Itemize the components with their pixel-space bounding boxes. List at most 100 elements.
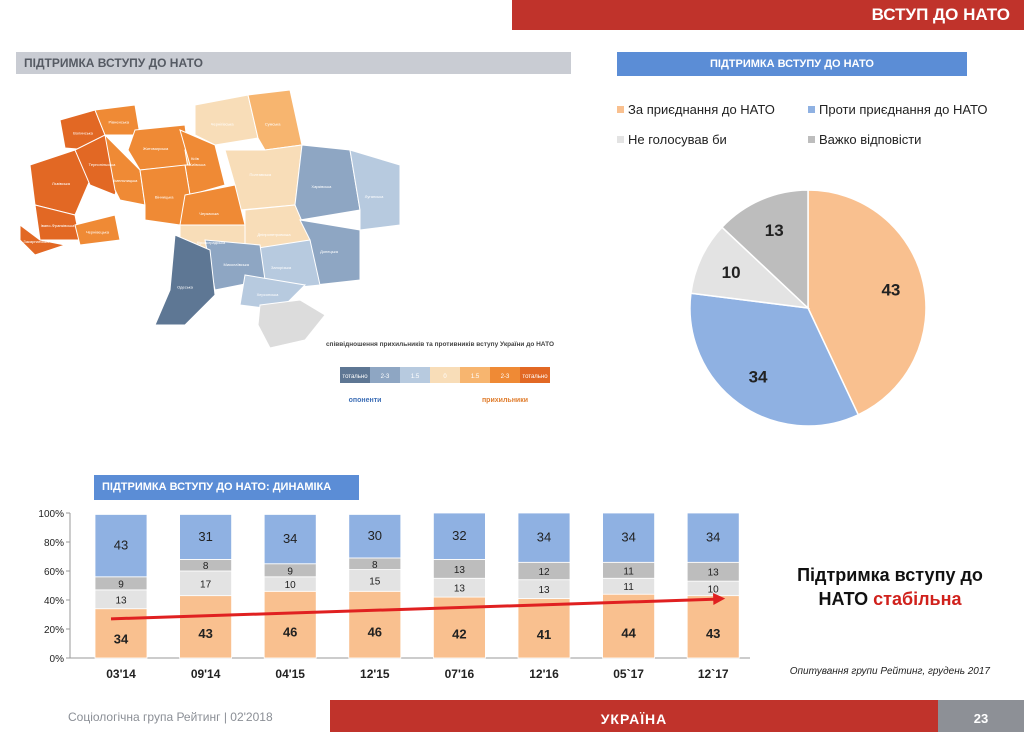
bar-segment [686, 595, 740, 659]
bar-segment [517, 512, 571, 563]
bar-segment [179, 514, 233, 560]
bar-segment-label: 13 [454, 565, 466, 576]
conclusion-line2-black: НАТО [818, 589, 874, 609]
map-region [20, 224, 67, 256]
pie-slice [720, 189, 809, 310]
map-region-label: Донецька [320, 249, 339, 254]
bar-segment [602, 512, 655, 563]
dynamics-heading: ПІДТРИМКА ВСТУПУ ДО НАТО: ДИНАМІКА [94, 475, 359, 500]
bar-segment-label: 8 [372, 560, 378, 571]
bar-segment [517, 598, 571, 659]
pie-legend-item: Не голосував би [617, 132, 727, 147]
map-region-label: Чернігівська [211, 122, 235, 127]
map-region [294, 144, 361, 221]
map-region [154, 234, 216, 326]
map-region-label: Тернопільська [89, 162, 116, 167]
bar-segment [432, 512, 486, 560]
legend-label: Важко відповісти [819, 132, 922, 147]
pie-slice-label: 10 [722, 263, 741, 282]
bar-segment-label: 13 [708, 568, 720, 579]
bar-segment-label: 44 [621, 625, 636, 640]
y-tick-label: 0% [50, 654, 65, 665]
map-region-label: Черкаська [199, 211, 219, 216]
map-legend-title: співвідношення прихильників та противник… [326, 340, 554, 348]
map-region [104, 133, 146, 206]
bar-segment-label: 34 [621, 530, 635, 545]
bar-segment-label: 17 [200, 579, 212, 590]
legend-label: Проти приєднання до НАТО [819, 102, 988, 117]
x-tick-label: 07'16 [445, 667, 475, 681]
map-region-label: Волинська [73, 131, 94, 136]
map-region-label: Дніпропетровська [257, 232, 291, 237]
bar-segment-label: 42 [452, 627, 466, 642]
map-scale-label: 2-3 [381, 374, 390, 380]
map-region-label: Луганська [365, 194, 384, 199]
map-scale-box [340, 367, 370, 383]
trend-arrow-line [110, 597, 718, 621]
map-region [349, 149, 401, 231]
conclusion-text: Підтримка вступу до НАТО стабільна [775, 563, 1005, 611]
bar-segment-label: 12 [538, 567, 550, 578]
footer-organization: Соціологічна група Рейтинг | 02'2018 [68, 710, 273, 724]
map-region [194, 94, 259, 146]
bar-segment-label: 30 [368, 528, 382, 543]
bar-segment-label: 34 [706, 530, 720, 545]
bar-segment-label: 31 [198, 529, 212, 544]
bar-segment-label: 34 [537, 530, 551, 545]
map-scale-label: 2-3 [501, 374, 510, 380]
bar-segment [94, 514, 148, 578]
bar-segment-label: 8 [203, 561, 209, 572]
bar-segment-label: 10 [285, 580, 297, 591]
pie-legend-item: Важко відповісти [808, 132, 921, 147]
legend-label: Не голосував би [628, 132, 727, 147]
x-tick-label: 12'16 [529, 667, 559, 681]
bar-segment-label: 34 [283, 531, 297, 546]
bar-segment-label: 34 [114, 631, 129, 646]
legend-swatch [617, 136, 624, 143]
x-tick-label: 12'15 [360, 667, 390, 681]
bar-segment-label: 13 [454, 584, 466, 595]
map-scale-box [370, 367, 400, 383]
map-region-label: Харківська [311, 184, 332, 189]
source-note: Опитування групи Рейтинг, грудень 2017 [789, 666, 990, 677]
map-region-crimea [257, 299, 326, 349]
bar-segment [602, 593, 655, 659]
map-region [74, 214, 121, 246]
legend-swatch [808, 106, 815, 113]
map-scale-label: тотально [342, 374, 368, 380]
x-tick-label: 12`17 [698, 667, 729, 681]
pie-slice-label: 13 [765, 221, 784, 240]
x-tick-label: 09'14 [191, 667, 221, 681]
bar-segment-label: 15 [369, 576, 381, 587]
map-opponents-label: опоненти [349, 397, 382, 404]
footer-country-bar: УКРАЇНА [330, 700, 938, 732]
conclusion-line1: Підтримка вступу до [797, 565, 983, 585]
bar-segment [263, 514, 317, 565]
map-supporters-label: прихильники [482, 397, 528, 404]
map-region-label: Запорізька [271, 265, 292, 270]
bar-segment-label: 41 [537, 627, 551, 642]
y-tick-label: 80% [44, 538, 64, 549]
conclusion-line2: НАТО стабільна [775, 587, 1005, 611]
stacked-bar-chart: 0% 20% 40% 60% 80% 100% 34 13 9 43 03'14 43 17 8 31 09'… [38, 509, 750, 681]
map-region-label: Херсонська [257, 292, 280, 297]
pie-legend-item: За приєднання до НАТО [617, 102, 775, 117]
map-scale-box [430, 367, 460, 383]
trend-arrow-head [713, 592, 726, 605]
bar-segment-label: 46 [368, 624, 382, 639]
map-region-label: Сумська [265, 122, 282, 127]
bar-segment [348, 590, 402, 659]
page-number: 23 [938, 700, 1024, 732]
bar-segment-label: 13 [538, 585, 550, 596]
map-scale-box [400, 367, 430, 383]
map-scale-label: 1.5 [411, 374, 420, 380]
y-tick-label: 40% [44, 596, 64, 607]
bar-segment [179, 570, 233, 597]
map-region-label: Чернівецька [86, 229, 110, 234]
x-tick-label: 05`17 [613, 667, 644, 681]
map-scale-label: тотально [522, 374, 548, 380]
pie-slice [690, 226, 811, 310]
y-tick-label: 20% [44, 625, 64, 636]
bar-segment-label: 46 [283, 624, 297, 639]
map-region-label: Вінницька [155, 195, 174, 200]
